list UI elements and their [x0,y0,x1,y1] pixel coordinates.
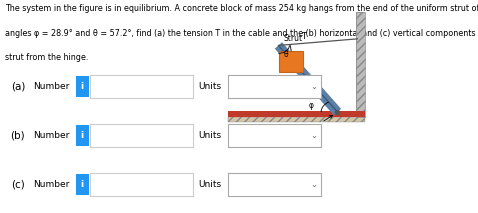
Text: angles φ = 28.9° and θ = 57.2°, find (a) the tension T in the cable and the (b) : angles φ = 28.9° and θ = 57.2°, find (a)… [5,29,478,38]
Text: Units: Units [198,131,221,140]
Text: i: i [81,131,84,140]
Bar [228,117,365,122]
Text: ⌄: ⌄ [310,131,317,140]
Text: Number: Number [33,131,70,140]
Text: θ: θ [284,50,289,59]
Text: T: T [301,32,306,41]
Text: (c): (c) [11,179,25,189]
Bar [279,51,303,72]
Bar [356,12,365,117]
Text: Units: Units [198,82,221,91]
Bar [228,111,365,117]
Text: (b): (b) [11,130,25,140]
Text: ⌄: ⌄ [310,180,317,189]
Text: i: i [81,180,84,189]
Bar [356,12,365,117]
Text: strut from the hinge.: strut from the hinge. [5,53,88,62]
Text: Number: Number [33,82,70,91]
Text: Hinge: Hinge [299,115,333,134]
Text: Strut: Strut [284,34,303,43]
Text: Units: Units [198,180,221,189]
Text: φ: φ [308,101,314,110]
Text: Number: Number [33,180,70,189]
Text: The system in the figure is in equilibrium. A concrete block of mass 254 kg hang: The system in the figure is in equilibri… [5,4,478,13]
Text: ⌄: ⌄ [310,82,317,91]
Text: i: i [81,82,84,91]
Text: (a): (a) [11,81,25,91]
